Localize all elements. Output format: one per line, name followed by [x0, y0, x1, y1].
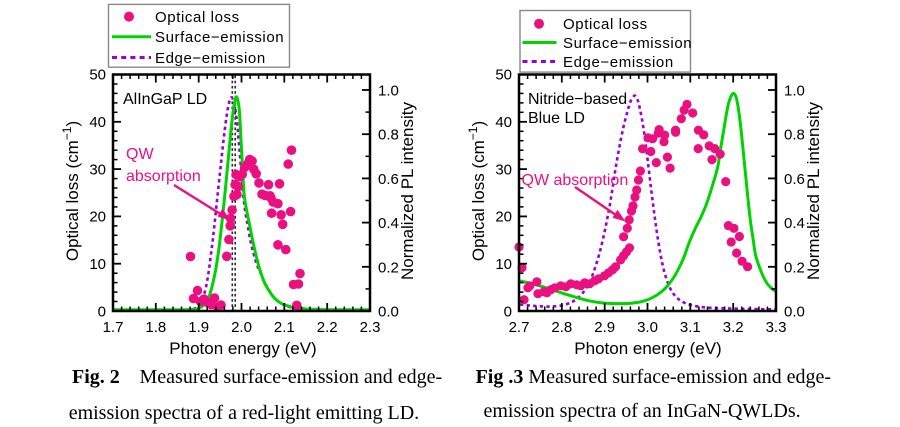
svg-text:Optical loss: Optical loss	[155, 9, 240, 26]
svg-text:3.0: 3.0	[637, 319, 658, 336]
svg-text:Edge−emission: Edge−emission	[155, 50, 266, 67]
svg-text:Fig .3 Measured surface-emissi: Fig .3 Measured surface-emission and edg…	[476, 366, 831, 388]
svg-text:QW absorption: QW absorption	[522, 172, 629, 189]
svg-text:3.1: 3.1	[680, 319, 701, 336]
svg-text:40: 40	[89, 114, 106, 131]
svg-text:2.7: 2.7	[509, 319, 530, 336]
svg-text:3.2: 3.2	[723, 319, 744, 336]
svg-text:0.4: 0.4	[378, 215, 399, 232]
svg-text:0.0: 0.0	[784, 304, 805, 321]
svg-text:20: 20	[89, 209, 106, 226]
svg-text:0: 0	[504, 304, 512, 321]
svg-text:30: 30	[89, 161, 106, 178]
svg-text:30: 30	[495, 161, 512, 178]
svg-text:0.8: 0.8	[784, 127, 805, 144]
svg-text:1.0: 1.0	[378, 83, 399, 100]
svg-text:Normalized PL intensity: Normalized PL intensity	[398, 102, 417, 280]
svg-text:Photon energy (eV): Photon energy (eV)	[169, 339, 316, 358]
svg-text:3.3: 3.3	[766, 319, 787, 336]
svg-text:10: 10	[495, 256, 512, 273]
svg-text:AlInGaP LD: AlInGaP LD	[123, 91, 207, 108]
svg-text:50: 50	[495, 67, 512, 84]
svg-text:1.0: 1.0	[784, 83, 805, 100]
svg-text:Surface−emission: Surface−emission	[563, 35, 692, 52]
svg-text:2.3: 2.3	[360, 319, 381, 336]
svg-text:0: 0	[98, 304, 106, 321]
svg-text:2.0: 2.0	[231, 319, 252, 336]
svg-text:2.2: 2.2	[317, 319, 338, 336]
svg-text:1.7: 1.7	[103, 319, 124, 336]
svg-text:Optical loss: Optical loss	[563, 16, 648, 33]
svg-text:Edge−emission: Edge−emission	[563, 54, 674, 71]
svg-text:Photon energy (eV): Photon energy (eV)	[574, 339, 721, 358]
svg-text:Normalized PL intensity: Normalized PL intensity	[804, 102, 823, 280]
svg-text:0.6: 0.6	[378, 171, 399, 188]
svg-text:10: 10	[89, 256, 106, 273]
svg-text:Nitride−based: Nitride−based	[528, 91, 627, 108]
svg-text:absorption: absorption	[126, 168, 201, 185]
svg-text:0.4: 0.4	[784, 215, 805, 232]
svg-text:0.2: 0.2	[784, 259, 805, 276]
svg-text:2.8: 2.8	[551, 319, 572, 336]
svg-text:2.9: 2.9	[594, 319, 615, 336]
svg-text:Blue LD: Blue LD	[528, 110, 585, 127]
svg-text:Surface−emission: Surface−emission	[155, 29, 284, 46]
svg-text:0.0: 0.0	[378, 304, 399, 321]
svg-text:0.8: 0.8	[378, 127, 399, 144]
svg-text:20: 20	[495, 209, 512, 226]
svg-text:Optical loss (cm−1): Optical loss (cm−1)	[60, 121, 82, 261]
svg-text:1.8: 1.8	[145, 319, 166, 336]
svg-text:emission spectra of a red-ligh: emission spectra of a red-light emitting…	[69, 402, 419, 424]
svg-text:QW: QW	[126, 146, 154, 163]
svg-text:2.1: 2.1	[274, 319, 295, 336]
svg-text:emission spectra of an InGaN-Q: emission spectra of an InGaN-QWLDs.	[484, 400, 801, 422]
svg-text:1.9: 1.9	[188, 319, 209, 336]
svg-text:0.6: 0.6	[784, 171, 805, 188]
svg-text:0.2: 0.2	[378, 259, 399, 276]
svg-text:40: 40	[495, 114, 512, 131]
svg-text:Optical loss (cm−1): Optical loss (cm−1)	[466, 121, 488, 261]
svg-text:50: 50	[89, 67, 106, 84]
